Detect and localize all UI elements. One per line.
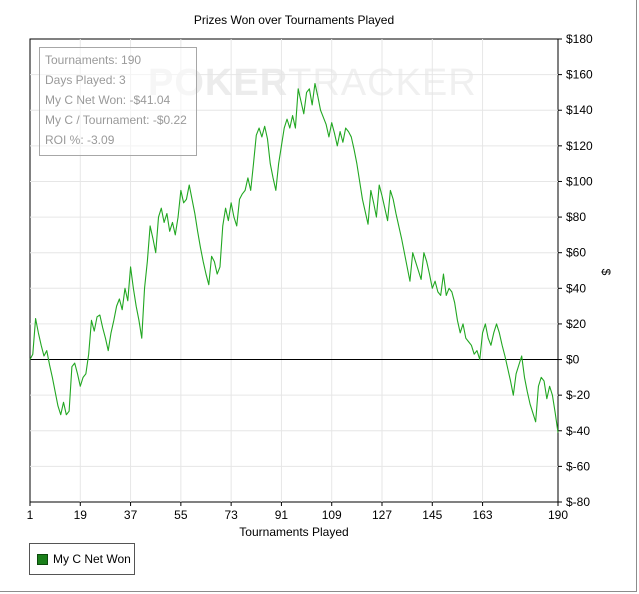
x-tick-label: 73 [224, 508, 238, 522]
y-tick-label: $60 [566, 246, 586, 260]
x-tick-label: 127 [372, 508, 392, 522]
series-line-my-c-net-won [29, 82, 559, 433]
legend-label: My C Net Won [53, 552, 131, 566]
y-tick-label: $-20 [566, 388, 590, 402]
y-tick-label: $160 [566, 68, 593, 82]
stats-panel: Tournaments: 190 Days Played: 3 My C Net… [39, 47, 197, 156]
y-tick-label: $100 [566, 174, 593, 188]
y-tick-label: $-60 [566, 459, 590, 473]
y-axis: $-80 $-60 $-40 $-20 $0 $20 $40 $60 $80 $100 $120 $1… [558, 32, 593, 509]
chart-title: Prizes Won over Tournaments Played [193, 13, 395, 27]
y-tick-label: $180 [566, 32, 593, 46]
x-tick-label: 163 [473, 508, 493, 522]
x-tick-label: 109 [322, 508, 342, 522]
legend: My C Net Won [29, 543, 135, 575]
y-tick-label: $0 [566, 353, 580, 367]
x-tick-label: 91 [275, 508, 289, 522]
x-tick-label: 1 [27, 508, 34, 522]
y-tick-label: $80 [566, 210, 586, 224]
stat-days-played: Days Played: 3 [45, 73, 126, 87]
y-tick-label: $120 [566, 139, 593, 153]
grid [30, 39, 558, 502]
y-tick-label: $40 [566, 281, 586, 295]
y-tick-label: $20 [566, 317, 586, 331]
stat-net-won: My C Net Won: -$41.04 [45, 93, 171, 107]
x-tick-label: 19 [74, 508, 88, 522]
x-tick-label: 145 [422, 508, 442, 522]
stat-roi: ROI %: -3.09 [45, 133, 115, 147]
plot-area [29, 38, 559, 503]
series-layer [29, 82, 559, 433]
stat-tournaments: Tournaments: 190 [45, 53, 142, 67]
x-axis-label: Tournaments Played [239, 525, 349, 539]
stat-per-tournament: My C / Tournament: -$0.22 [45, 113, 187, 127]
legend-swatch [37, 553, 48, 565]
x-tick-label: 37 [124, 508, 138, 522]
y-axis-label: $ [599, 268, 613, 276]
y-tick-label: $-80 [566, 495, 590, 509]
x-tick-label: 190 [548, 508, 568, 522]
x-axis: 1 19 37 55 73 91 109 127 145 163 190 [27, 502, 568, 522]
y-tick-label: $-40 [566, 424, 590, 438]
y-tick-label: $140 [566, 103, 593, 117]
x-tick-label: 55 [174, 508, 188, 522]
